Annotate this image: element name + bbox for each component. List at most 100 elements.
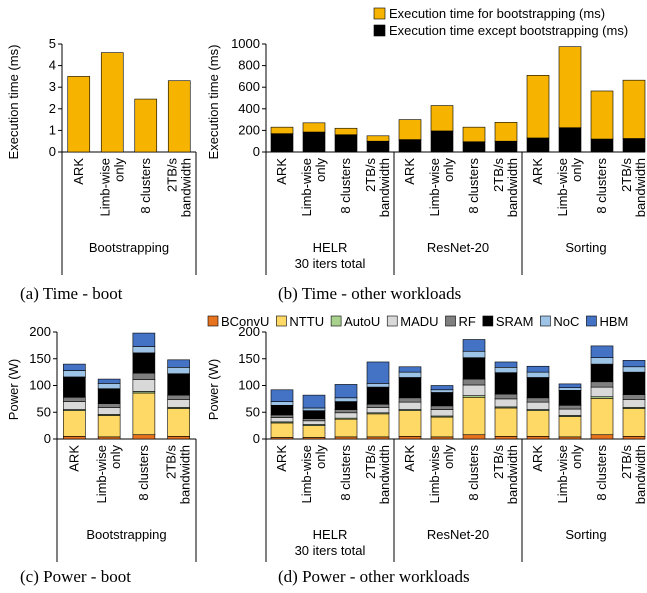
group-label: ResNet-20: [427, 240, 489, 255]
legend-label: Execution time for bootstrapping (ms): [389, 6, 605, 21]
category-label: only: [313, 445, 328, 469]
y-tick-label: 0: [44, 431, 51, 446]
bar-segment-HBM: [302, 394, 326, 409]
bar-segment-NoC: [334, 397, 358, 402]
category-label: ARK: [530, 445, 545, 472]
bar-segment-SRAM: [494, 372, 518, 395]
y-tick-label: 0: [253, 431, 260, 446]
category-label: only: [569, 445, 584, 469]
bar-segment-SRAM: [558, 390, 582, 406]
category-label: 8 clusters: [136, 445, 151, 501]
y-tick-label: 2: [49, 101, 56, 116]
bar-segment-boot: [558, 46, 582, 129]
bar-segment-BConvU: [97, 436, 121, 440]
category-label: 8 clusters: [594, 445, 609, 501]
category-label: only: [108, 445, 123, 469]
category-label: bandwidth: [377, 445, 392, 504]
bar-segment-MADU: [270, 417, 294, 423]
y-tick-label: 1000: [231, 36, 260, 51]
y-axis-label: Power (W): [6, 359, 21, 420]
y-tick-label: 50: [37, 404, 51, 419]
bar-segment-SRAM: [430, 392, 454, 407]
y-axis-label: Execution time (ms): [206, 45, 221, 160]
category-label: ARK: [274, 158, 289, 185]
bar-segment-SRAM: [132, 352, 156, 374]
bar-segment-NTTU: [63, 410, 86, 437]
category-label: only: [111, 158, 126, 182]
y-tick-label: 800: [238, 58, 260, 73]
category-label: Limb-wise: [299, 445, 314, 504]
bar-segment-NoC: [494, 367, 518, 373]
bar-segment-except: [430, 130, 454, 153]
legend-power: BConvU NTTU AutoU MADU RF SRAM NoC HBM: [207, 314, 628, 329]
bar-segment-NoC: [97, 383, 121, 390]
category-label: ARK: [71, 158, 86, 185]
bar-segment-RF: [494, 393, 518, 400]
bar-segment-BConvU: [622, 436, 646, 440]
y-tick-label: 600: [238, 79, 260, 94]
caption: (a) Time - boot: [20, 284, 123, 303]
bar-segment-except: [590, 138, 614, 153]
bar-segment-SRAM: [63, 376, 86, 398]
bar-segment-HBM: [494, 361, 518, 368]
legend-label: NoC: [553, 314, 579, 329]
bar-segment-boot: [622, 79, 646, 139]
bar-segment-boot: [526, 75, 550, 139]
bar-segment-RF: [270, 414, 294, 418]
bar-segment-NTTU: [526, 410, 550, 437]
category-label: ARK: [402, 158, 417, 185]
bar-segment-MADU: [494, 398, 518, 408]
bar-segment-RF: [462, 378, 486, 386]
bar-segment-NoC: [558, 387, 582, 391]
bar-segment-boot: [100, 52, 124, 153]
y-tick-label: 3: [49, 79, 56, 94]
bar-segment-NTTU: [366, 413, 390, 438]
category-label: Limb-wise: [94, 445, 109, 504]
category-label: 8 clusters: [338, 445, 353, 501]
category-label: bandwidth: [633, 445, 647, 504]
bar-segment-SRAM: [366, 386, 390, 405]
bar-segment-boot: [430, 105, 454, 132]
bar-segment-BConvU: [398, 436, 422, 440]
legend-swatch: [373, 7, 386, 20]
category-label: ARK: [274, 445, 289, 472]
y-tick-label: 5: [49, 36, 56, 51]
bar-segment-MADU: [462, 384, 486, 396]
bar-segment-boot: [167, 80, 191, 153]
category-label: bandwidth: [377, 158, 392, 217]
bar-segment-HBM: [462, 339, 486, 352]
bar-segment-except: [302, 131, 326, 153]
bar-segment-HBM: [97, 378, 121, 384]
group-label: Sorting: [565, 527, 606, 542]
bar-segment-SRAM: [334, 401, 358, 410]
bar-segment-RF: [622, 394, 646, 400]
bar-segment-NTTU: [430, 416, 454, 438]
category-label: 2TB/s: [619, 445, 634, 479]
bar-segment-HBM: [334, 384, 358, 399]
bar-segment-SRAM: [302, 410, 326, 419]
category-label: 8 clusters: [466, 158, 481, 214]
category-label: 2TB/s: [363, 445, 378, 479]
bar-segment-MADU: [430, 409, 454, 417]
caption: (b) Time - other workloads: [278, 284, 461, 303]
bar-segment-NTTU: [462, 396, 486, 436]
legend-swatch: [445, 315, 456, 327]
bar-segment-BConvU: [494, 436, 518, 440]
bar-segment-except: [526, 137, 550, 153]
bar-segment-RF: [558, 404, 582, 410]
bar-segment-except: [398, 139, 422, 153]
legend-swatch: [330, 315, 342, 327]
bar-segment-boot: [366, 135, 390, 142]
bar-segment-boot: [270, 126, 294, 134]
bar-segment-SRAM: [97, 388, 121, 404]
bar-segment-HBM: [270, 389, 294, 402]
bar-segment-HBM: [366, 361, 390, 384]
group-label: HELR: [313, 527, 348, 542]
bar-segment-SRAM: [270, 404, 294, 416]
bar-segment-except: [366, 140, 390, 153]
group-label: 30 iters total: [295, 543, 366, 558]
bar-segment-RF: [398, 397, 422, 403]
bar-segment-except: [270, 133, 294, 153]
category-label: 2TB/s: [619, 158, 634, 192]
